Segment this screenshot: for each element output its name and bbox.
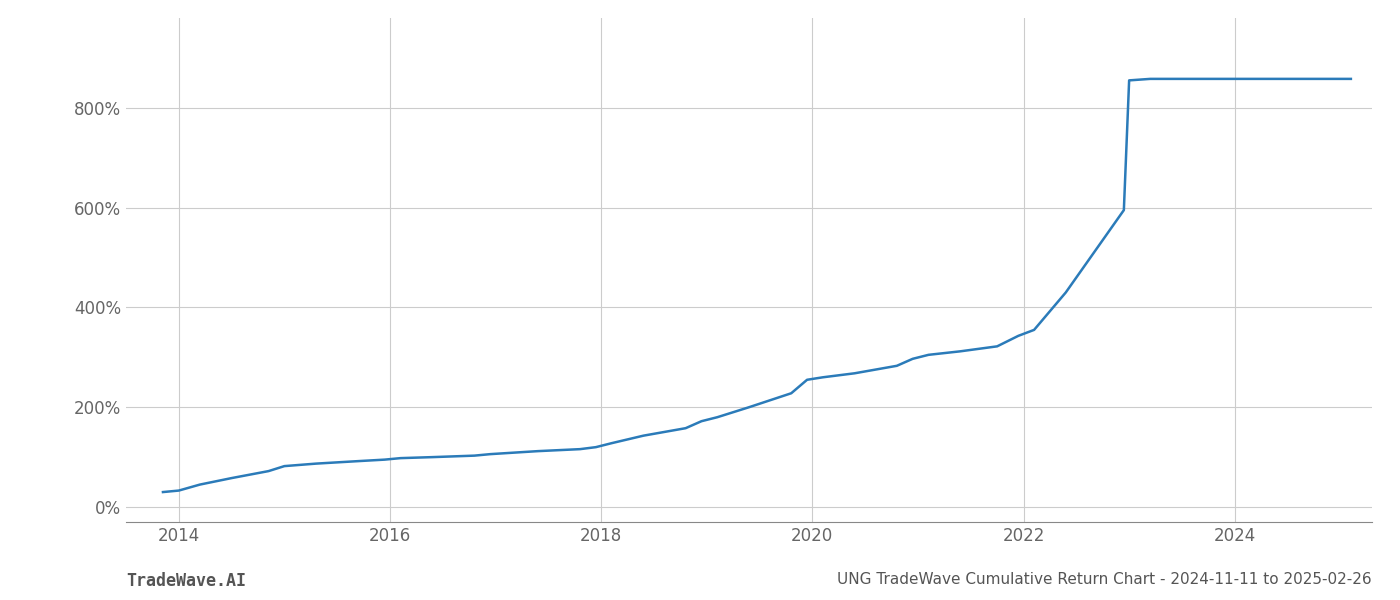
Text: TradeWave.AI: TradeWave.AI — [126, 572, 246, 590]
Text: UNG TradeWave Cumulative Return Chart - 2024-11-11 to 2025-02-26: UNG TradeWave Cumulative Return Chart - … — [837, 572, 1372, 587]
